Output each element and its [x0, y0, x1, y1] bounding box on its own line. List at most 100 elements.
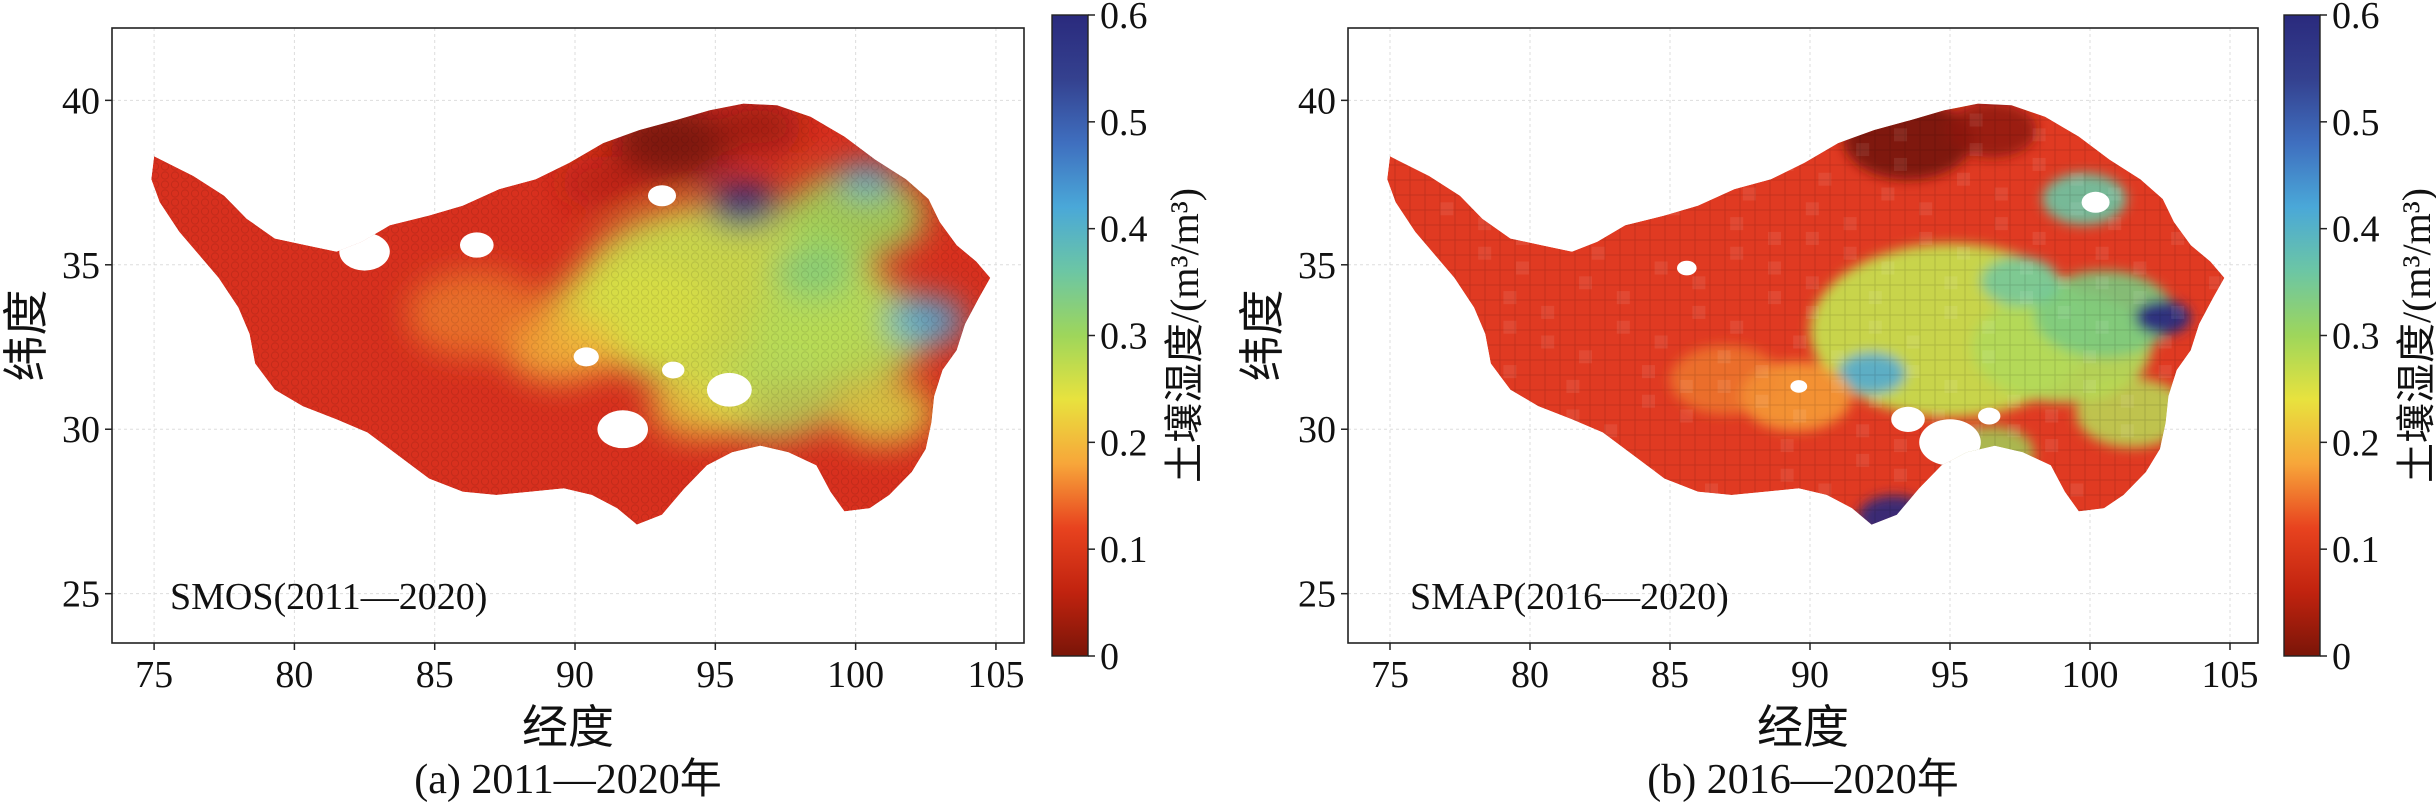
no-data-gap: [1891, 406, 1925, 432]
pixel: [1705, 172, 1718, 186]
colorbar-label: 土壤湿度/(m³/m³): [2394, 188, 2436, 483]
pixel: [1667, 128, 1681, 142]
no-data-gap: [1978, 407, 2001, 425]
no-data-gap: [662, 361, 685, 379]
pixel: [1427, 305, 1441, 319]
pixel: [1415, 468, 1429, 482]
no-data-gap: [1677, 260, 1697, 276]
soil-moisture-map: [1387, 103, 2225, 541]
colorbar-tick-label: 0: [2332, 636, 2351, 678]
y-tick-label: 30: [1298, 409, 1336, 451]
pixel: [1705, 143, 1718, 157]
colorbar-tick-label: 0.3: [2332, 316, 2380, 358]
pixel: [1591, 143, 1605, 157]
pixel: [2183, 483, 2197, 497]
pixel: [1453, 483, 1466, 497]
pixel: [1516, 187, 1529, 201]
pixel: [1528, 468, 1542, 482]
colorbar: [2283, 14, 2321, 657]
pixel: [1490, 113, 1504, 127]
pixel: [1390, 365, 1403, 379]
colorbar: [1051, 14, 1089, 657]
pixel: [2108, 528, 2121, 541]
pixel: [1453, 172, 1466, 186]
pixel: [1995, 528, 2008, 541]
pixel: [2146, 498, 2159, 512]
pixel: [1780, 157, 1794, 171]
pixel: [2108, 143, 2122, 157]
pixel: [2183, 513, 2197, 525]
no-data-gap: [2081, 191, 2110, 213]
x-tick-label: 90: [556, 654, 594, 696]
pixel: [2146, 468, 2159, 482]
pixel: [1629, 157, 1643, 171]
pixel: [1780, 128, 1794, 142]
no-data-gap: [1919, 419, 1981, 466]
pixel: [2196, 379, 2210, 393]
x-tick-label: 105: [2202, 654, 2259, 696]
no-data-gap: [459, 232, 494, 258]
pixel: [1402, 231, 1416, 245]
y-tick-label: 25: [1298, 574, 1336, 616]
pixel: [1415, 439, 1429, 453]
pixel: [1592, 528, 1605, 541]
pixel: [2221, 453, 2225, 467]
no-data-gap: [339, 232, 390, 271]
pixel: [1478, 528, 1491, 541]
y-tick-label: 40: [62, 80, 100, 122]
pixel: [1415, 513, 1429, 525]
y-tick-label: 35: [1298, 245, 1336, 287]
pixel: [1516, 157, 1529, 171]
x-tick-label: 85: [1651, 654, 1689, 696]
no-data-gap: [597, 410, 648, 449]
pixel: [1856, 113, 1870, 127]
pixel: [1553, 513, 1567, 525]
pixel: [2183, 172, 2197, 186]
pixel: [2108, 113, 2122, 127]
x-tick-label: 100: [827, 654, 884, 696]
pixel: [1566, 483, 1580, 497]
dataset-annotation: SMAP(2016—2020): [1410, 576, 1729, 618]
no-data-gap: [706, 372, 752, 407]
x-axis-label: 经度: [1757, 702, 1849, 753]
pixel: [1528, 439, 1542, 453]
y-axis-label: 纬度: [1237, 290, 1288, 382]
pixel: [2070, 513, 2084, 525]
x-tick-label: 85: [416, 654, 454, 696]
x-tick-label: 95: [696, 654, 734, 696]
pixel: [1642, 468, 1655, 482]
pixel: [2209, 246, 2222, 260]
pixel: [2183, 128, 2197, 142]
pixel: [1465, 350, 1479, 364]
pixel: [1503, 394, 1517, 408]
colorbar-label: 土壤湿度/(m³/m³): [1162, 188, 1207, 483]
pixel-texture: [1387, 103, 2225, 525]
x-axis-label: 经度: [522, 702, 614, 753]
x-tick-label: 75: [1371, 654, 1409, 696]
x-tick-label: 95: [1931, 654, 1969, 696]
pixel: [1604, 453, 1618, 467]
x-tick-label: 80: [275, 654, 313, 696]
no-data-gap: [647, 185, 677, 207]
pixel: [1667, 513, 1681, 525]
pixel: [1591, 217, 1605, 231]
soil-moisture-map: [151, 103, 991, 525]
plot-frame: [1347, 27, 2259, 644]
pixel: [1440, 276, 1454, 290]
x-tick-label: 100: [2062, 654, 2119, 696]
colorbar-tick-label: 0.6: [1100, 0, 1148, 37]
y-tick-label: 40: [1298, 80, 1336, 122]
panel-caption: (b) 2016—2020年: [1647, 756, 1958, 803]
pixel: [1969, 453, 1983, 467]
y-tick-label: 35: [62, 245, 100, 287]
colorbar-tick-label: 0.1: [2332, 529, 2380, 571]
y-axis-label: 纬度: [1, 290, 52, 382]
colorbar-tick-label: 0.1: [1100, 529, 1148, 571]
pixel: [2146, 157, 2159, 171]
hex-texture: [151, 103, 991, 525]
pixel: [1490, 498, 1504, 512]
colorbar-tick-label: 0.6: [2332, 0, 2380, 37]
pixel: [1742, 498, 1756, 512]
pixel: [1453, 143, 1466, 157]
